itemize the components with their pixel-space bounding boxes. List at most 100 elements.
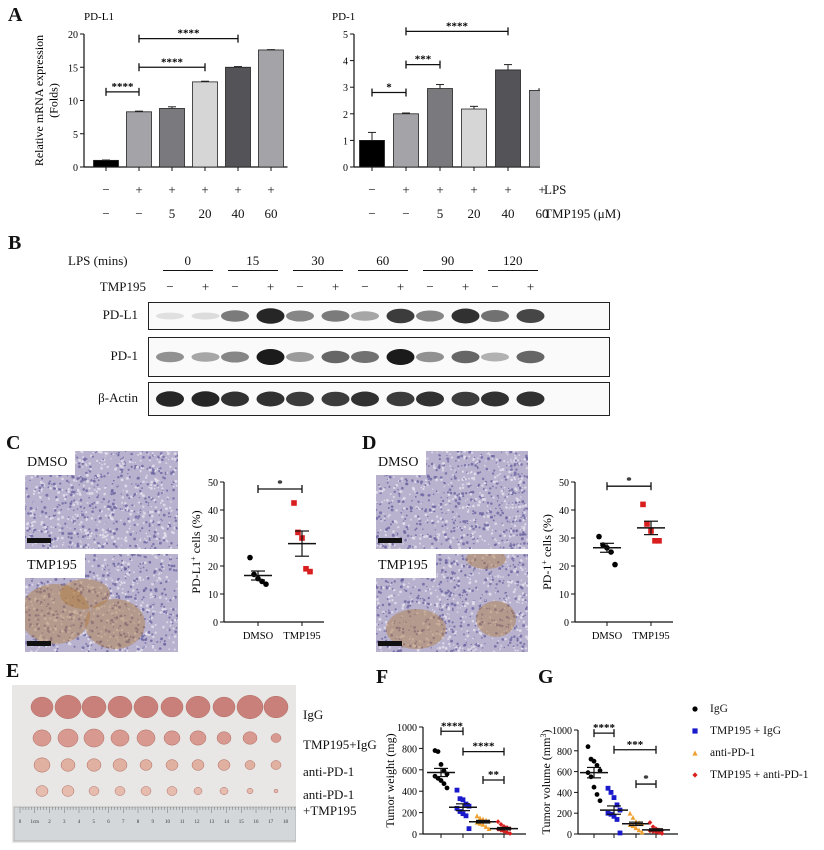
significance-bracket: * <box>257 478 303 493</box>
timepoint-label: 15 <box>246 253 260 268</box>
svg-text:600: 600 <box>557 768 572 779</box>
data-points <box>490 819 518 836</box>
svg-text:1000: 1000 <box>397 723 417 734</box>
svg-text:15: 15 <box>239 820 245 825</box>
data-points <box>580 744 608 804</box>
svg-text:12: 12 <box>195 820 201 825</box>
lps-sign: + <box>201 182 209 197</box>
tumor-row <box>35 785 279 797</box>
svg-text:5: 5 <box>73 130 78 141</box>
lps-sign: + <box>436 182 444 197</box>
legend-label: anti-PD-1 <box>710 747 756 759</box>
data-points <box>427 748 455 791</box>
timepoint-label: 60 <box>376 253 390 268</box>
svg-text:16: 16 <box>254 820 260 825</box>
bar-chart-pd-l1-mrna: PD-L1 Relative mRNA expression(Folds) 0 5 10… <box>32 11 288 174</box>
lps-row-label: LPS <box>544 182 567 197</box>
tmp195-sign: − <box>296 279 304 294</box>
lps-sign: + <box>470 182 478 197</box>
svg-text:7: 7 <box>122 820 125 825</box>
y-axis: 0 5 10 15 20 <box>68 30 85 174</box>
svg-text:4: 4 <box>78 820 81 825</box>
diamond-marker-icon <box>692 772 698 778</box>
svg-text:800: 800 <box>402 744 417 755</box>
svg-text:PD-L1: PD-L1 <box>84 11 114 23</box>
timepoint-label: 120 <box>503 253 523 268</box>
ihc-image-tmp195-pd-1: TMP195 <box>376 554 528 652</box>
y-axis: 0 10 20 30 40 50 <box>559 478 576 629</box>
svg-text:DMSO: DMSO <box>592 631 623 642</box>
tmp195-sign: + <box>526 279 535 294</box>
tmp195-dose: 5 <box>436 206 444 221</box>
svg-text:10: 10 <box>68 97 78 108</box>
ihc-tag-tmp195: TMP195 <box>25 554 85 578</box>
svg-text:*: * <box>626 475 632 487</box>
bar <box>495 64 521 168</box>
lps-sign: − <box>368 182 376 197</box>
y-axis: 0 200 400 600 800 1000 <box>552 726 579 841</box>
svg-text:18: 18 <box>283 820 289 825</box>
svg-text:400: 400 <box>402 787 417 798</box>
svg-text:4: 4 <box>343 57 348 68</box>
lps-sign: + <box>402 182 410 197</box>
svg-text:30: 30 <box>208 534 218 545</box>
svg-text:8: 8 <box>137 820 140 825</box>
svg-text:40: 40 <box>559 506 569 517</box>
bar <box>159 106 185 168</box>
svg-text:0: 0 <box>567 830 572 841</box>
scatter-chart-pd-1-cells: 0 10 20 30 40 50 PD-1+ cells (%) DMSO TMP195 * <box>540 475 673 642</box>
scale-bar <box>378 641 402 646</box>
blot-strip <box>148 337 610 377</box>
scale-bar <box>27 641 51 646</box>
svg-text:200: 200 <box>557 809 572 820</box>
svg-text:17: 17 <box>268 820 274 825</box>
svg-text:10: 10 <box>208 590 218 601</box>
timepoint-label: 30 <box>311 253 325 268</box>
legend-item: TMP195 + IgG <box>688 725 781 737</box>
ihc-image-dmso-pd-1: DMSO <box>376 451 528 549</box>
svg-text:5: 5 <box>343 30 348 41</box>
tmp195-dose: 20 <box>467 206 481 221</box>
tmp195-sign: − <box>231 279 239 294</box>
tmp195-dose: − <box>135 206 143 221</box>
significance-bracket: **** <box>405 20 509 36</box>
svg-text:0: 0 <box>73 163 78 174</box>
timepoint-underline <box>162 270 213 271</box>
svg-text:1000: 1000 <box>552 726 572 737</box>
panel-letter-e: E <box>6 660 20 682</box>
panel-letter-g: G <box>538 666 554 688</box>
svg-text:14: 14 <box>224 820 230 825</box>
lps-sign: − <box>102 182 110 197</box>
significance-bracket: *** <box>405 54 441 69</box>
panel-letter-d: D <box>362 432 377 454</box>
svg-text:****: **** <box>112 81 135 93</box>
tmp195-sign: − <box>166 279 174 294</box>
blot-label: β-Actin <box>98 390 138 405</box>
legend-label: TMP195 + anti-PD-1 <box>710 769 809 781</box>
significance-bracket: *** <box>613 739 657 754</box>
svg-text:20: 20 <box>68 30 78 41</box>
ihc-tag-dmso: DMSO <box>25 451 76 475</box>
svg-text:15: 15 <box>68 63 78 74</box>
svg-text:600: 600 <box>402 766 417 777</box>
lps-sign: + <box>504 182 512 197</box>
svg-text:Relative mRNA expression(Folds: Relative mRNA expression(Folds) <box>32 35 60 166</box>
tmp195-dose: 40 <box>231 206 245 221</box>
svg-text:50: 50 <box>559 478 569 489</box>
svg-text:3: 3 <box>63 820 66 825</box>
svg-text:3: 3 <box>343 83 348 94</box>
data-points <box>449 787 477 832</box>
svg-text:****: **** <box>446 20 469 32</box>
ihc-image-dmso-pd-l1: DMSO <box>25 451 178 549</box>
lps-sign: + <box>168 182 176 197</box>
panel-letter-a: A <box>8 4 23 26</box>
svg-text:0: 0 <box>19 820 22 825</box>
tmp195-sign: + <box>461 279 470 294</box>
tmp195-label-b: TMP195 <box>99 279 146 294</box>
panel-letter-b: B <box>8 232 22 254</box>
svg-text:800: 800 <box>557 747 572 758</box>
svg-text:TMP195: TMP195 <box>632 631 669 642</box>
